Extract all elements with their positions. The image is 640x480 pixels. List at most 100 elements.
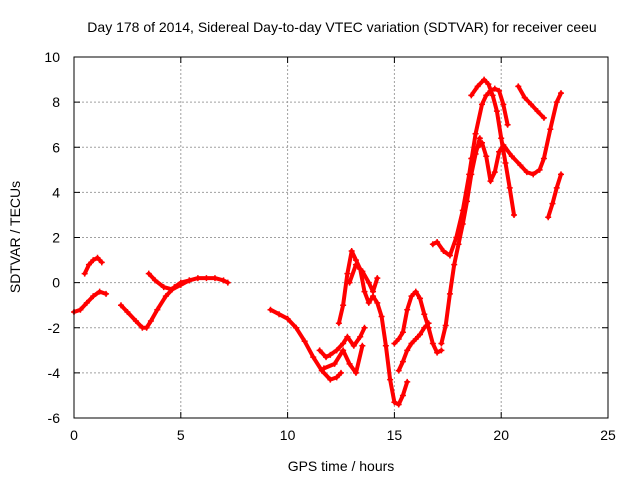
data-point <box>478 139 485 146</box>
data-point <box>429 241 436 248</box>
x-tick-label: 10 <box>280 427 296 443</box>
data-point <box>421 324 428 331</box>
data-point <box>387 376 394 383</box>
data-point <box>464 198 471 205</box>
data-point <box>408 340 415 347</box>
y-tick-labels: -6 -4 -2 0 2 4 6 8 10 <box>44 49 60 426</box>
data-point <box>320 365 327 372</box>
markers-seg-f <box>316 324 368 361</box>
data-point <box>350 342 357 349</box>
data-point <box>346 360 353 367</box>
y-tick-label: -4 <box>48 365 61 381</box>
data-point <box>344 270 351 277</box>
data-point <box>338 369 344 376</box>
data-point <box>359 342 366 349</box>
data-point <box>438 340 445 347</box>
data-point <box>472 130 479 137</box>
data-point <box>504 121 511 128</box>
data-point <box>361 288 368 295</box>
data-point <box>459 220 466 227</box>
data-point <box>417 295 424 302</box>
data-point <box>284 315 291 322</box>
data-point <box>523 169 530 176</box>
data-point <box>491 85 498 92</box>
data-point <box>194 275 201 282</box>
series-seg-o <box>469 91 563 184</box>
data-point <box>169 286 176 293</box>
data-point <box>143 324 150 331</box>
data-point <box>83 299 90 306</box>
markers-seg-p <box>515 83 547 121</box>
data-point <box>224 279 231 286</box>
data-point <box>468 171 475 178</box>
data-point <box>340 340 347 347</box>
x-axis-label: GPS time / hours <box>288 458 395 474</box>
data-point <box>412 288 419 295</box>
markers-seg-b <box>81 254 105 277</box>
markers-seg-n <box>468 76 518 218</box>
markers-seg-k <box>395 320 432 374</box>
data-point <box>483 153 490 160</box>
markers-seg-o <box>468 90 565 185</box>
data-point <box>186 277 193 284</box>
grid-lines <box>74 57 608 418</box>
markers-seg-e <box>267 306 344 383</box>
data-point <box>558 171 565 178</box>
series-seg-a <box>72 289 108 314</box>
data-point <box>160 284 167 291</box>
data-point <box>90 293 97 300</box>
data-point <box>474 144 481 151</box>
data-point <box>446 290 453 297</box>
data-point <box>438 347 445 354</box>
data-point <box>500 101 507 108</box>
data-point <box>493 108 500 115</box>
x-tick-label: 15 <box>387 427 403 443</box>
y-tick-label: 0 <box>52 275 60 291</box>
data-point <box>117 302 124 309</box>
y-tick-label: -2 <box>48 320 61 336</box>
data-point <box>365 299 372 306</box>
data-point <box>77 306 84 313</box>
data-point <box>323 354 330 361</box>
series-seg-n <box>469 77 516 217</box>
data-point <box>481 76 488 83</box>
data-point <box>395 401 402 408</box>
data-point <box>421 311 428 318</box>
data-point <box>404 306 411 313</box>
data-point <box>340 347 347 354</box>
data-point <box>154 306 161 313</box>
data-point <box>220 277 227 284</box>
data-point <box>549 200 556 207</box>
markers-seg-q <box>545 171 565 221</box>
data-point <box>468 155 475 162</box>
data-point <box>442 322 449 329</box>
axis-ticks <box>73 56 609 419</box>
series-seg-g <box>321 343 365 375</box>
data-point <box>496 148 503 155</box>
data-point <box>378 313 385 320</box>
data-point <box>483 92 490 99</box>
x-tick-label: 0 <box>70 427 78 443</box>
data-point <box>365 279 372 286</box>
data-point <box>293 324 300 331</box>
data-point <box>335 320 342 327</box>
data-point <box>340 302 347 309</box>
data-point <box>177 281 184 288</box>
data-point <box>455 241 462 248</box>
data-point <box>94 254 101 261</box>
y-tick-label: -6 <box>48 410 61 426</box>
data-point <box>491 169 498 176</box>
data-series <box>71 76 565 408</box>
data-point <box>540 155 547 162</box>
data-point <box>395 367 402 374</box>
data-point <box>145 270 152 277</box>
data-point <box>553 99 560 106</box>
data-point <box>511 211 518 218</box>
x-tick-labels: 0 5 10 15 20 25 <box>70 427 616 443</box>
data-point <box>425 320 432 327</box>
data-point <box>359 268 366 275</box>
data-point <box>399 358 406 365</box>
data-point <box>502 160 509 167</box>
data-point <box>515 83 522 90</box>
